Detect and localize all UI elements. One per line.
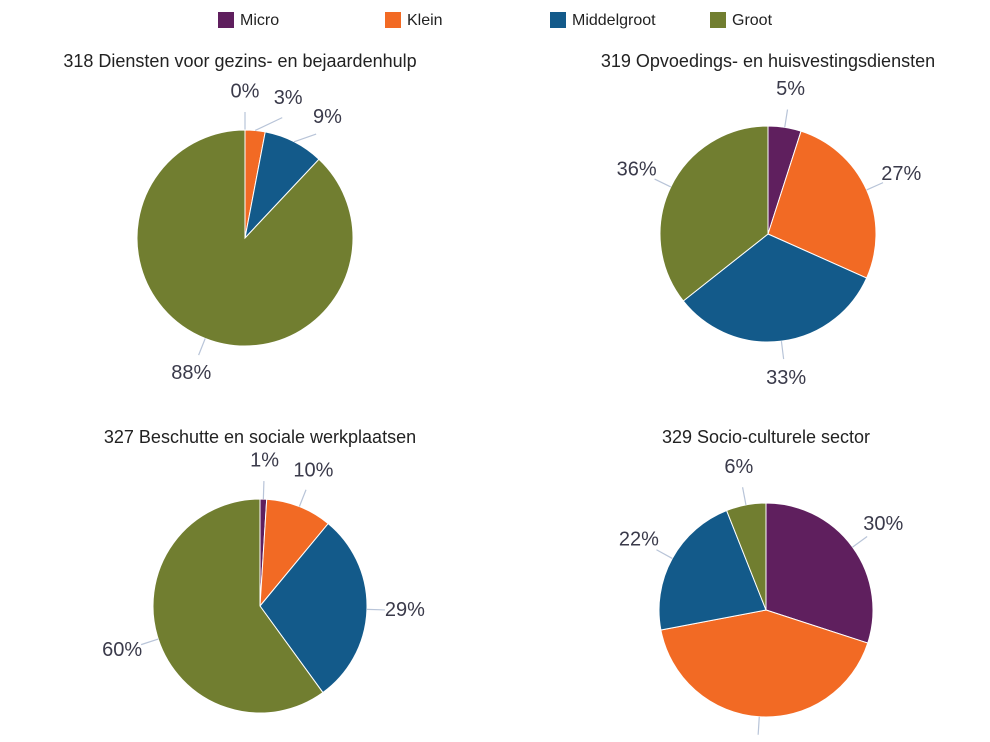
chart-title: 327 Beschutte en sociale werkplaatsen	[104, 427, 416, 447]
pie-slice	[136, 129, 354, 347]
legend-swatch	[385, 12, 401, 28]
leader-line	[198, 338, 206, 356]
data-label: 60%	[102, 639, 142, 661]
leader-line	[293, 133, 317, 143]
data-label: 30%	[863, 513, 903, 535]
pie-slice	[660, 609, 869, 718]
data-label: 22%	[619, 528, 659, 550]
legend-label: Groot	[732, 12, 773, 29]
data-label: 88%	[171, 362, 211, 384]
leader-line	[784, 109, 789, 128]
leader-line	[366, 608, 385, 611]
chart-title: 318 Diensten voor gezins- en bejaardenhu…	[63, 51, 416, 71]
legend-swatch	[218, 12, 234, 28]
chart-title: 319 Opvoedings- en huisvestingsdiensten	[601, 51, 935, 71]
chart-title: 329 Socio-culturele sector	[662, 427, 870, 447]
leader-line	[254, 117, 283, 132]
data-label: 27%	[881, 163, 921, 185]
data-label: 6%	[724, 456, 753, 478]
data-label: 10%	[293, 459, 333, 481]
pie-slice	[767, 130, 877, 279]
data-label: 1%	[250, 449, 279, 471]
legend-label: Middelgroot	[572, 12, 656, 29]
leader-line	[741, 487, 747, 506]
leader-line	[852, 536, 868, 548]
leader-line	[298, 489, 307, 507]
pie-slice	[259, 522, 368, 694]
data-label: 33%	[766, 367, 806, 389]
data-label: 0%	[231, 80, 260, 102]
data-label: 29%	[385, 599, 425, 621]
leader-line	[140, 638, 159, 646]
pie-slice	[152, 498, 324, 714]
pie-slice	[659, 125, 769, 302]
legend-swatch	[710, 12, 726, 28]
pie-slice	[682, 233, 868, 343]
pie-slice	[725, 502, 767, 611]
legend-label: Klein	[407, 12, 443, 29]
data-label: 5%	[776, 78, 805, 100]
leader-line	[656, 549, 673, 559]
legend-label: Micro	[240, 12, 279, 29]
leader-line	[262, 481, 265, 500]
data-label: 3%	[274, 87, 303, 109]
leader-line	[780, 341, 785, 360]
leader-line	[866, 182, 884, 191]
data-label: 9%	[313, 106, 342, 128]
leader-line	[757, 716, 760, 735]
data-label: 36%	[617, 159, 657, 181]
legend-swatch	[550, 12, 566, 28]
leader-line	[654, 178, 672, 188]
